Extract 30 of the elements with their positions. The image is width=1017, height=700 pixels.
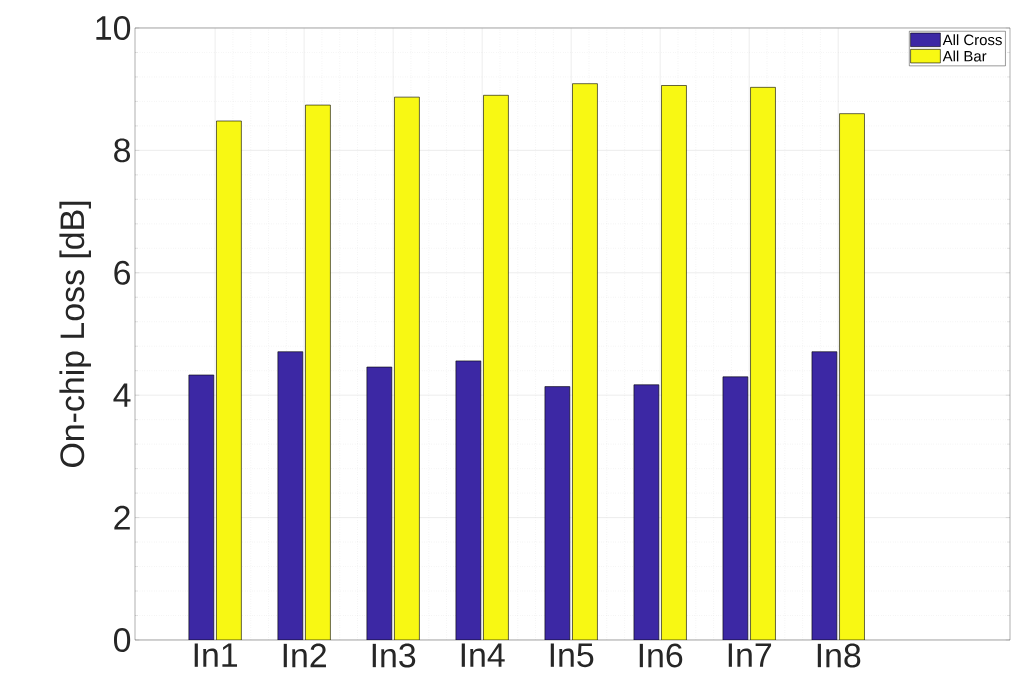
x-tick-label: In6 <box>639 643 683 668</box>
bar <box>483 95 509 640</box>
y-tick-label: 10 <box>96 15 131 40</box>
bar <box>455 360 482 640</box>
y-tick-label: 4 <box>113 383 131 407</box>
bar <box>633 384 660 640</box>
y-tick-label: 6 <box>114 260 130 285</box>
bar <box>811 351 838 640</box>
y-tick-label: 0 <box>113 627 131 652</box>
legend-label: All Bar <box>942 50 987 62</box>
bar <box>188 374 215 640</box>
bar <box>305 104 331 640</box>
x-tick-label: In8 <box>817 643 861 668</box>
y-axis-title: On-chip Loss [dB] <box>59 201 91 467</box>
x-tick-label: In4 <box>461 643 505 667</box>
bar <box>366 366 393 640</box>
bar <box>216 120 242 640</box>
bar <box>277 351 304 640</box>
bar <box>544 386 571 640</box>
legend-label: All Cross <box>942 34 1002 46</box>
y-tick-label: 8 <box>114 138 131 163</box>
x-tick-label: In5 <box>550 643 594 668</box>
x-tick-label: In1 <box>194 643 238 667</box>
bar <box>394 96 420 640</box>
x-tick-label: In3 <box>372 643 416 668</box>
x-tick-label: In2 <box>283 643 326 668</box>
y-tick-label: 2 <box>114 505 130 530</box>
bar <box>572 83 598 640</box>
bar <box>722 376 749 640</box>
x-tick-label: In7 <box>728 643 772 667</box>
